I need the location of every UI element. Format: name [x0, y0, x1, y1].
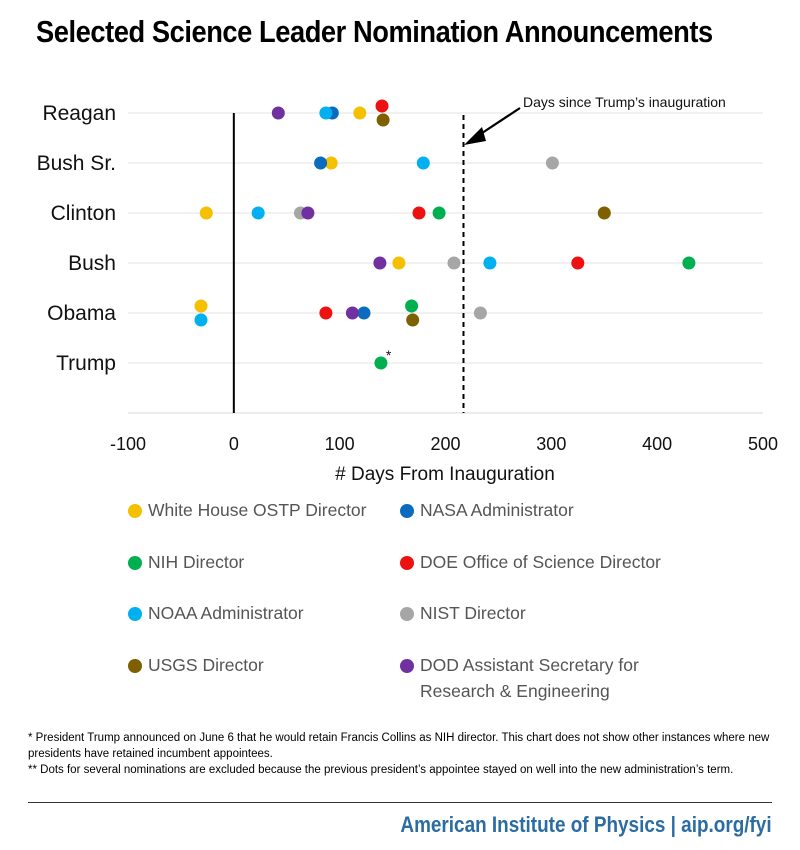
legend-label-ostp: White House OSTP Director — [148, 497, 367, 523]
x-tick-label: 400 — [642, 434, 672, 454]
x-tick-label: 300 — [536, 434, 566, 454]
point-obama-noaa — [194, 313, 208, 327]
point-obama-usgs — [406, 313, 420, 327]
chart-plot: Reagan Bush Sr. Clinton Bush Obama Trump -100… — [37, 94, 778, 485]
legend-swatch-nist — [400, 607, 414, 621]
legend-swatch-ostp — [128, 504, 142, 518]
legend-label-line1: NIH Director — [148, 552, 245, 572]
point-bush-sr-nist — [545, 156, 559, 170]
point-bush-sr-ostp — [324, 156, 338, 170]
x-tick-label: 500 — [748, 434, 778, 454]
point-bush-nih — [682, 256, 696, 270]
point-bush-noaa — [483, 256, 497, 270]
point-obama-ostp — [194, 299, 208, 313]
legend-label-nist: NIST Director — [420, 600, 526, 626]
point-obama-dod — [345, 306, 359, 320]
brand-footer: American Institute of Physics | aip.org/… — [400, 812, 772, 837]
point-obama-nist — [473, 306, 487, 320]
legend-swatch-doe — [400, 556, 414, 570]
legend-label-line1: DOE Office of Science Director — [420, 552, 661, 572]
legend-label-line1: White House OSTP Director — [148, 500, 367, 520]
legend-label-usgs: USGS Director — [148, 652, 264, 678]
point-obama-nih — [405, 299, 419, 313]
legend-item-nist: NIST Director — [400, 603, 526, 626]
category-labels: Reagan Bush Sr. Clinton Bush Obama Trump — [37, 102, 117, 375]
x-tick-label: 100 — [325, 434, 355, 454]
legend-swatch-usgs — [128, 659, 142, 673]
point-clinton-usgs — [597, 206, 611, 220]
x-tick-label: 200 — [430, 434, 460, 454]
point-bush-ostp — [392, 256, 406, 270]
legend-label-nih: NIH Director — [148, 549, 244, 575]
trump-nih-asterisk: * — [386, 347, 392, 363]
point-obama-doe — [319, 306, 333, 320]
reference-lines — [232, 113, 465, 413]
reference-line-label: Days since Trump’s inauguration — [523, 94, 726, 110]
category-label-clinton: Clinton — [51, 202, 116, 225]
point-reagan-dod — [271, 106, 285, 120]
legend-swatch-dod — [400, 659, 414, 673]
category-label-obama: Obama — [47, 302, 116, 325]
category-label-trump: Trump — [56, 352, 116, 375]
x-tick-labels: -100 0 100 200 300 400 500 — [110, 434, 778, 454]
footer-divider — [28, 802, 772, 803]
legend-label-nasa: NASA Administrator — [420, 497, 574, 523]
legend-label-line1: NOAA Administrator — [148, 603, 304, 623]
legend-item-nasa: NASA Administrator — [400, 500, 574, 523]
legend-swatch-noaa — [128, 607, 142, 621]
legend-item-ostp: White House OSTP Director — [128, 500, 367, 523]
legend-label-line1: NASA Administrator — [420, 500, 574, 520]
legend-swatch-nih — [128, 556, 142, 570]
legend-item-dod: DOD Assistant Secretary for Research & En… — [400, 655, 639, 704]
legend-label-line1: USGS Director — [148, 655, 264, 675]
point-bush-sr-noaa — [416, 156, 430, 170]
footnote-1: * President Trump announced on June 6 th… — [28, 732, 770, 760]
footnotes: * President Trump announced on June 6 th… — [28, 730, 778, 778]
legend-item-doe: DOE Office of Science Director — [400, 552, 661, 575]
point-reagan-usgs — [376, 113, 390, 127]
legend-item-usgs: USGS Director — [128, 655, 264, 678]
data-points — [194, 99, 696, 370]
legend-item-nih: NIH Director — [128, 552, 244, 575]
point-reagan-ostp — [353, 106, 367, 120]
chart-title: Selected Science Leader Nomination Annou… — [36, 14, 713, 49]
reference-arrow-head — [464, 127, 486, 145]
gridlines — [128, 112, 763, 414]
point-bush-sr-nasa — [314, 156, 328, 170]
point-clinton-ostp — [199, 206, 213, 220]
point-clinton-doe — [412, 206, 426, 220]
point-obama-nasa — [357, 306, 371, 320]
point-clinton-noaa — [251, 206, 265, 220]
legend-label-noaa: NOAA Administrator — [148, 600, 304, 626]
legend-swatch-nasa — [400, 504, 414, 518]
x-tick-label: 0 — [229, 434, 239, 454]
point-reagan-doe — [375, 99, 389, 113]
legend-label-line1: DOD Assistant Secretary for — [420, 655, 639, 675]
point-clinton-nih — [432, 206, 446, 220]
legend-label-doe: DOE Office of Science Director — [420, 549, 661, 575]
category-label-bush-sr: Bush Sr. — [37, 152, 116, 175]
point-trump-nih — [374, 356, 388, 370]
category-label-reagan: Reagan — [42, 102, 116, 125]
legend-label-line2: Research & Engineering — [420, 681, 610, 701]
point-bush-doe — [571, 256, 585, 270]
legend-label-line1: NIST Director — [420, 603, 526, 623]
footnote-2: ** Dots for several nominations are excl… — [28, 764, 734, 776]
x-axis-label: # Days From Inauguration — [335, 464, 555, 485]
legend-item-noaa: NOAA Administrator — [128, 603, 304, 626]
legend-label-dod: DOD Assistant Secretary for Research & En… — [420, 652, 639, 704]
point-clinton-dod — [301, 206, 315, 220]
point-bush-dod — [373, 256, 387, 270]
category-label-bush: Bush — [68, 252, 116, 275]
point-reagan-noaa — [319, 106, 333, 120]
reference-annotation: Days since Trump’s inauguration — [464, 94, 726, 145]
point-bush-nist — [447, 256, 461, 270]
x-tick-label: -100 — [110, 434, 146, 454]
